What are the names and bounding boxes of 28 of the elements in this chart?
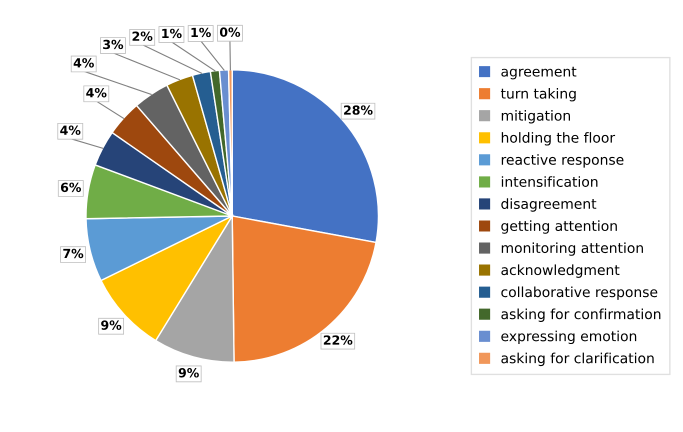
legend-label: agreement xyxy=(501,66,576,80)
data-label: 4% xyxy=(60,125,80,135)
data-label: 1% xyxy=(162,28,182,38)
legend-label: expressing emotion xyxy=(501,330,636,344)
legend-label: asking for confirmation xyxy=(501,308,660,322)
data-label: 4% xyxy=(86,88,107,98)
legend-label: turn taking xyxy=(500,88,576,102)
legend-label: intensification xyxy=(502,176,598,187)
data-label: 6% xyxy=(60,182,82,192)
data-label: 7% xyxy=(63,248,84,258)
legend-label: acknowledgment xyxy=(501,264,620,278)
legend-label: reactive response xyxy=(502,154,624,168)
legend-label: mitigation xyxy=(502,110,570,124)
data-label: 0% xyxy=(220,27,240,37)
legend-label: getting attention xyxy=(501,220,617,234)
data-label: 28% xyxy=(344,105,373,115)
legend-label: asking for clarification xyxy=(501,352,654,366)
legend-label: holding the floor xyxy=(502,132,616,146)
legend-label: collaborative response xyxy=(501,286,658,300)
data-label: 1% xyxy=(191,28,211,38)
data-label: 22% xyxy=(324,335,352,345)
data-label: 4% xyxy=(74,58,94,68)
data-label: 9% xyxy=(101,320,122,330)
data-label: 3% xyxy=(103,40,124,50)
data-label: 9% xyxy=(178,368,199,378)
legend-label: disagreement xyxy=(501,198,596,212)
legend-label: monitoring attention xyxy=(502,242,643,256)
data-label: 2% xyxy=(132,32,152,41)
